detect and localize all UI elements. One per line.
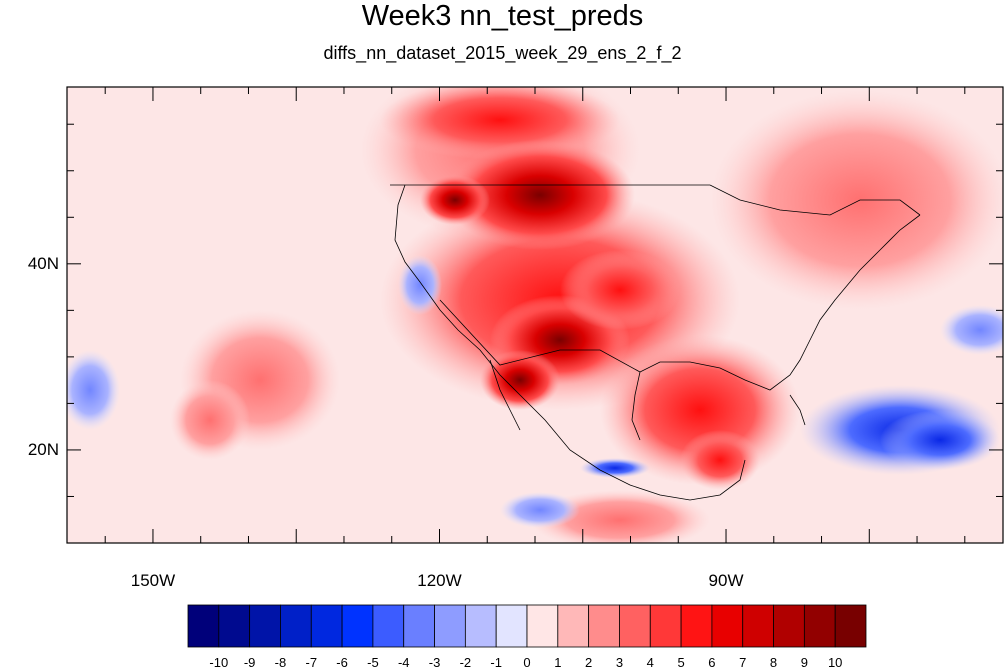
colorbar-swatch [803, 604, 836, 648]
colorbar-swatch [464, 604, 497, 648]
colorbar-label: -7 [305, 655, 318, 670]
colorbar-label: 8 [769, 655, 778, 670]
colorbar-label: -2 [459, 655, 472, 670]
colorbar-label: -4 [397, 655, 410, 670]
colorbar-label: 2 [585, 655, 593, 670]
colorbar-label: 7 [739, 655, 747, 670]
colorbar-label: 0 [523, 655, 531, 670]
colorbar-label: 10 [827, 655, 843, 670]
colorbar-swatch [249, 604, 281, 648]
colorbar-label: 5 [677, 655, 685, 670]
colorbar [187, 604, 867, 648]
lat-tick-label: 40N [27, 253, 59, 273]
colorbar-swatch [834, 604, 867, 648]
colorbar-label: -6 [336, 655, 348, 670]
colorbar-label: 1 [554, 655, 562, 670]
colorbar-label: 6 [708, 655, 716, 670]
colorbar-label: -8 [274, 655, 287, 670]
lon-tick-label: 120W [417, 571, 462, 590]
colorbar-label: -10 [209, 655, 229, 670]
colorbar-label: 9 [800, 655, 808, 670]
colorbar-swatch [649, 604, 682, 648]
colorbar-swatch [557, 604, 590, 648]
lon-tick-label: 150W [130, 571, 176, 590]
axis-ticks [67, 87, 1003, 543]
colorbar-label: 3 [615, 655, 624, 670]
colorbar-swatch [773, 604, 805, 648]
colorbar-label: -9 [243, 655, 256, 670]
map-subtitle: diffs_nn_dataset_2015_week_29_ens_2_f_2 [323, 43, 682, 63]
coastlines [390, 184, 921, 501]
anomaly-field [67, 87, 1003, 543]
colorbar-swatch [403, 604, 435, 648]
colorbar-swatch [495, 604, 528, 648]
map-title: Week3 nn_test_preds [361, 0, 644, 32]
colorbar-label: -3 [428, 655, 441, 670]
lon-tick-label: 90W [708, 571, 744, 590]
colorbar-swatch [619, 604, 651, 648]
colorbar-label: -5 [367, 655, 379, 670]
colorbar-swatch [434, 604, 466, 648]
colorbar-label: 4 [646, 655, 654, 670]
colorbar-swatch [310, 604, 343, 648]
colorbar-swatch [526, 604, 559, 648]
colorbar-swatch [341, 604, 374, 648]
colorbar-swatch [187, 604, 220, 648]
colorbar-swatch [218, 604, 251, 648]
colorbar-label: -1 [490, 655, 502, 670]
colorbar-swatch [680, 604, 713, 648]
colorbar-swatch [372, 604, 405, 648]
colorbar-swatch [280, 604, 312, 648]
colorbar-swatch [588, 604, 620, 648]
lat-tick-label: 20N [27, 439, 59, 459]
colorbar-swatch [742, 604, 774, 648]
colorbar-swatch [711, 604, 744, 648]
